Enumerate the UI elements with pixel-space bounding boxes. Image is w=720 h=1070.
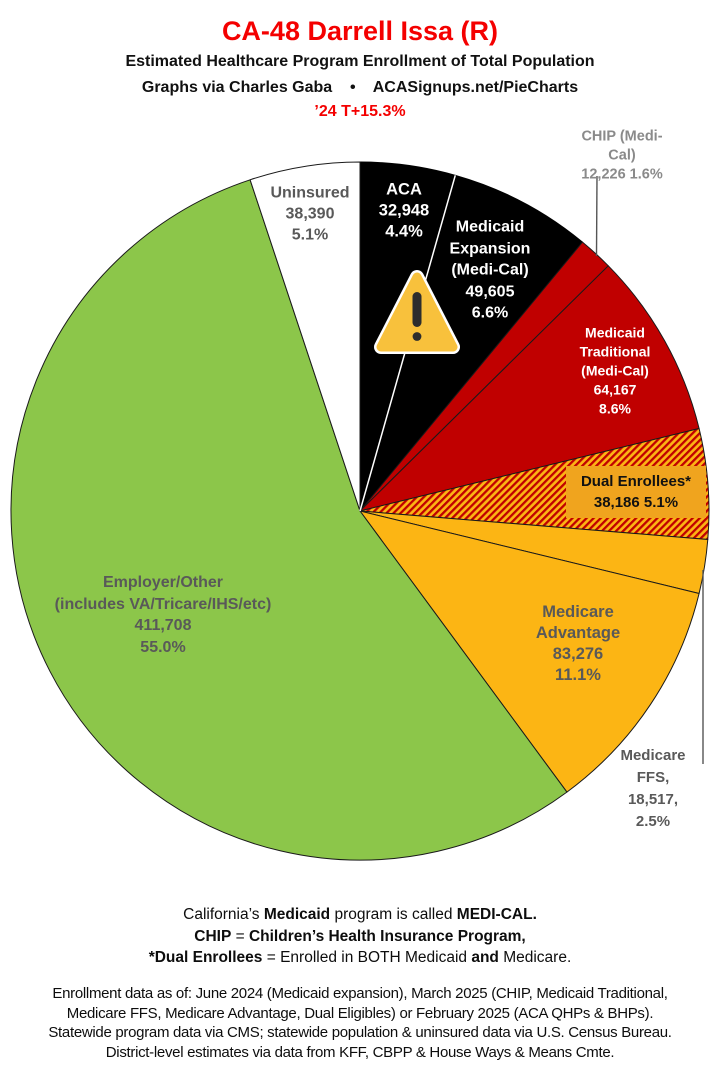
note-text-segment: Medicare. <box>498 949 572 966</box>
pie-slice-medicare-advantage <box>359 510 700 793</box>
slice-label-employer-other: Employer/Other (includes VA/Tricare/IHS/… <box>54 574 272 656</box>
definitions-note-line: California’s Medicaid program is called … <box>0 904 720 926</box>
pie-slice-employer-other <box>10 179 568 861</box>
definitions-note: California’s Medicaid program is called … <box>0 904 720 969</box>
slice-label-medicare-advantage: Medicare Advantage 83,276 11.1% <box>535 603 621 684</box>
chip-callout-line <box>595 175 598 257</box>
note-text-segment: MEDI-CAL. <box>456 906 537 923</box>
note-text-segment: CHIP <box>194 927 232 945</box>
warning-exclamation-dot <box>412 332 422 341</box>
note-text-segment: = Enrolled in BOTH Medicaid <box>262 949 472 966</box>
slice-label-medicare-ffs: Medicare FFS, 18,517, 2.5% <box>620 747 686 830</box>
fine-print-line: Statewide program data via CMS; statewid… <box>48 1024 672 1041</box>
note-text-segment: program is called <box>330 906 457 923</box>
slice-label-dual-enrollees: Dual Enrollees* 38,186 5.1% <box>566 466 706 518</box>
slice-label-chip: CHIP (Medi-Cal) 12,226 1.6% <box>581 128 663 183</box>
definitions-note-line: CHIP = Children’s Health Insurance Progr… <box>0 926 720 948</box>
note-text-segment: = <box>231 927 249 945</box>
trend-note: ’24 T+15.3% <box>314 103 406 120</box>
note-text-segment: Medicaid <box>263 906 331 923</box>
note-text-segment: and <box>471 949 499 966</box>
note-text-segment: California’s <box>183 906 264 923</box>
definitions-note-line: *Dual Enrollees = Enrolled in BOTH Medic… <box>0 947 720 969</box>
pie-slices <box>10 161 710 861</box>
fine-print-line: Medicare FFS, Medicare Advantage, Dual E… <box>66 1004 654 1022</box>
pie-slice-medicaid-traditional <box>359 265 700 512</box>
note-text-segment: Children’s Health Insurance Program, <box>248 927 526 945</box>
warning-icon <box>374 270 460 354</box>
note-text-segment: *Dual Enrollees <box>148 949 263 966</box>
slice-label-medicaid-expansion: Medicaid Expansion (Medi-Cal) 49,605 6.6… <box>449 218 531 322</box>
fine-print: Enrollment data as of: June 2024 (Medica… <box>0 984 720 1062</box>
page-subtitle: Estimated Healthcare Program Enrollment … <box>125 53 595 70</box>
slice-label-medicaid-traditional: Medicaid Traditional (Medi-Cal) 64,167 8… <box>579 324 651 417</box>
pie-slice-medicaid-expansion <box>359 174 583 512</box>
fine-print-line: Enrollment data as of: June 2024 (Medica… <box>52 985 668 1002</box>
fine-print-line: District-level estimates via data from K… <box>105 1043 615 1061</box>
slice-label-aca: ACA 32,948 4.4% <box>378 180 430 241</box>
warning-exclamation-bar <box>412 292 422 327</box>
slice-label-uninsured: Uninsured 38,390 5.1% <box>270 184 350 244</box>
pie-slice-uninsured <box>249 161 361 512</box>
byline: Graphs via Charles Gaba • ACASignups.net… <box>141 79 579 96</box>
page-title: CA-48 Darrell Issa (R) <box>221 16 499 46</box>
